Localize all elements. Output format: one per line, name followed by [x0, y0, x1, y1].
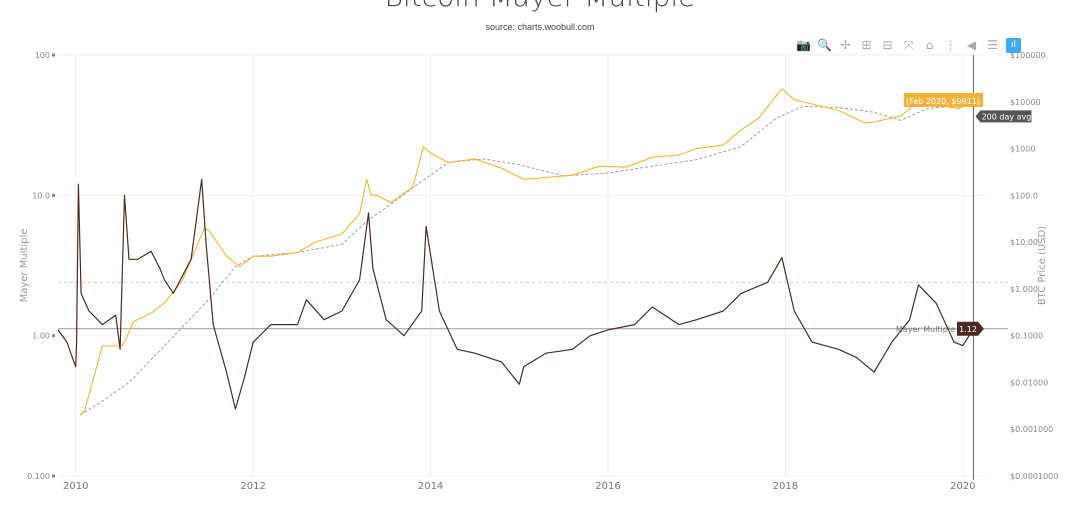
- y-left-axis-title: Mayer Multiple: [19, 229, 30, 303]
- y-right-tick-label: $0.1000: [1010, 332, 1043, 341]
- series-line-mayer-multiple: [57, 178, 975, 410]
- y-right-tick-label: $0.0001000: [1010, 472, 1058, 481]
- y-right-axis-title: BTC Price (USD): [1037, 226, 1048, 305]
- chart-title: Bitcoin Mayer Multiple: [0, 0, 1080, 13]
- avg-hover-box: [975, 110, 1032, 123]
- gridlines: [58, 54, 985, 477]
- y-right-tick-label: $100.0: [1010, 191, 1038, 200]
- home-icon[interactable]: ⌂: [925, 38, 934, 52]
- y-right-tick-label: $0.01000: [1010, 378, 1048, 387]
- reference-lines: [58, 55, 1008, 480]
- y-right-tick-label: $10000: [1010, 98, 1041, 107]
- series-line-200-day-avg: [79, 103, 974, 416]
- x-tick-label-2014: 2014: [418, 481, 443, 492]
- chart-modebar: 📷 🔍 ✢ ⊞ ⊟ ⤧ ⌂ ⋮ ◀ ☰ ıl: [796, 37, 1021, 53]
- y-left-tick-label-10.0: 10.0: [32, 191, 50, 200]
- pan-icon[interactable]: ✢: [840, 38, 851, 52]
- zoom-out-icon[interactable]: ⊟: [882, 38, 893, 52]
- y-left-tick-mark-0.100: [52, 474, 55, 478]
- mayer-multiple-reference-label: Mayer Multiple: [896, 325, 955, 334]
- plotly-logo-icon[interactable]: ıl: [1006, 37, 1021, 53]
- y-right-tick-label: $1.000: [1010, 285, 1038, 294]
- y-left-tick-mark-10.0: [52, 193, 55, 197]
- spike-lines-icon[interactable]: ⋮: [944, 38, 957, 52]
- x-tick-label-2012: 2012: [240, 481, 265, 492]
- price-hover-box: [904, 92, 983, 107]
- chart-subtitle: source: charts.woobull.com: [485, 22, 595, 32]
- x-tick-label-2018: 2018: [773, 481, 798, 492]
- zoom-icon[interactable]: 🔍: [817, 38, 832, 52]
- mayer-hover-value: 1.12: [959, 325, 977, 334]
- y-right-tick-label: $1000: [1010, 145, 1035, 154]
- x-tick-label-2020: 2020: [950, 481, 975, 492]
- hover-labels: (Feb 2020, $9911)200 day avg Mayer Multip…: [896, 92, 1032, 336]
- camera-icon[interactable]: 📷: [796, 38, 811, 52]
- y-left-tick-label-1.00: 1.00: [32, 332, 50, 341]
- zoom-in-icon[interactable]: ⊞: [861, 38, 872, 52]
- autoscale-icon[interactable]: ⤧: [903, 37, 914, 52]
- y-left-tick-label-100: 100: [35, 51, 50, 60]
- price-hover-label: (Feb 2020, $9911): [906, 97, 980, 106]
- hover-compare-icon[interactable]: ☰: [987, 38, 998, 52]
- axes: 2010 2012 2014 2016 2018 2020 0.100 1.00 10.0 100…: [19, 51, 1058, 492]
- y-right-tick-label: $100000: [1010, 51, 1046, 60]
- series-lines: [57, 88, 975, 416]
- hover-closest-icon[interactable]: ◀: [966, 38, 977, 52]
- avg-hover-label: 200 day avg: [982, 112, 1032, 121]
- mayer-hover-box: [957, 321, 984, 336]
- y-left-tick-mark-1.00: [52, 334, 55, 338]
- y-right-tick-label: $10.00: [1010, 238, 1038, 247]
- series-line-btc-price: [79, 88, 974, 416]
- x-tick-label-2016: 2016: [595, 481, 620, 492]
- y-left-tick-label-0.100: 0.100: [27, 472, 50, 481]
- x-tick-label-2010: 2010: [63, 481, 88, 492]
- y-right-tick-label: $0.001000: [1010, 425, 1053, 434]
- y-left-tick-mark-100: [52, 53, 55, 57]
